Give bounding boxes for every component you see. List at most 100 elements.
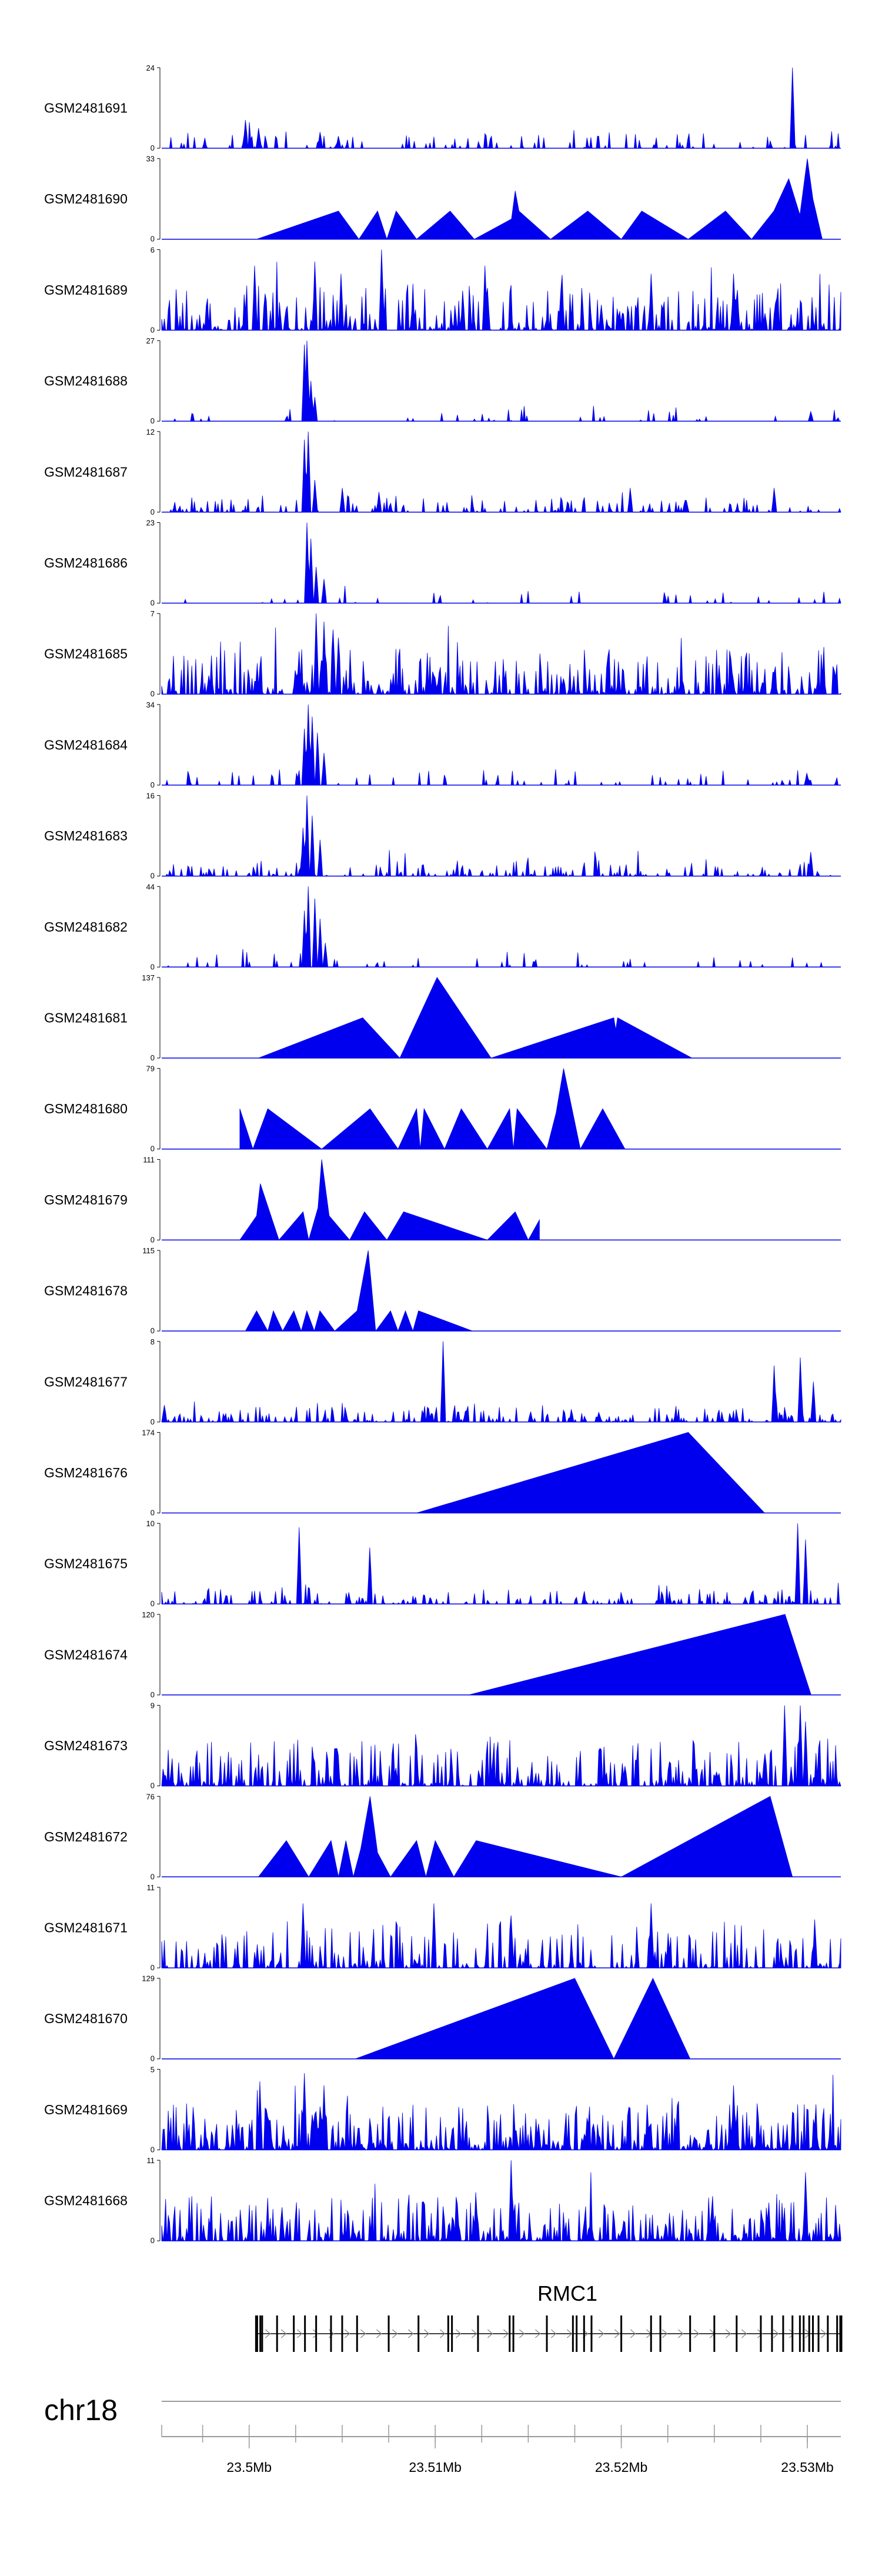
track-label: GSM2481672 — [44, 1829, 128, 1844]
exon — [839, 2315, 843, 2352]
strand-arrow — [280, 2329, 287, 2338]
y-max-label: 16 — [146, 792, 155, 800]
y-min-label: 0 — [151, 1053, 155, 1062]
chromosome-label: chr18 — [44, 2394, 118, 2427]
track-GSM2481673: GSM2481673 9 0 — [44, 1701, 841, 1790]
coverage-area — [162, 795, 841, 877]
track-label: GSM2481689 — [44, 282, 128, 298]
y-max-label: 24 — [146, 64, 155, 72]
x-tick-label: 23.5Mb — [226, 2460, 272, 2475]
exon — [447, 2315, 449, 2352]
exon — [330, 2315, 332, 2352]
strand-arrow — [265, 2329, 271, 2338]
strand-arrow — [471, 2329, 477, 2338]
strand-arrow — [503, 2329, 509, 2338]
y-min-label: 0 — [151, 144, 155, 152]
track-GSM2481670: GSM2481670 129 0 — [44, 1974, 841, 2063]
track-GSM2481682: GSM2481682 44 0 — [44, 882, 841, 971]
y-max-label: 12 — [146, 428, 155, 436]
y-min-label: 0 — [151, 416, 155, 425]
exon — [791, 2315, 794, 2352]
track-GSM2481683: GSM2481683 16 0 — [44, 792, 841, 880]
strand-arrow — [344, 2329, 350, 2338]
coverage-area — [161, 1903, 841, 1969]
exon — [812, 2315, 814, 2352]
coverage-area — [162, 704, 841, 786]
track-label: GSM2481676 — [44, 1465, 128, 1480]
exon — [261, 2315, 263, 2352]
exon — [817, 2315, 820, 2352]
exon — [315, 2315, 318, 2352]
track-label: GSM2481686 — [44, 555, 128, 570]
track-label: GSM2481682 — [44, 919, 128, 935]
track-GSM2481686: GSM2481686 23 0 — [44, 519, 841, 608]
exon — [255, 2315, 258, 2352]
y-max-label: 11 — [147, 1883, 155, 1892]
strand-arrow — [392, 2329, 398, 2338]
coverage-area — [355, 1977, 691, 2060]
track-GSM2481685: GSM2481685 7 0 — [44, 609, 841, 698]
y-min-label: 0 — [151, 1144, 155, 1153]
strand-arrow — [630, 2329, 636, 2338]
strand-arrow — [789, 2329, 795, 2338]
track-label: GSM2481677 — [44, 1374, 128, 1389]
y-min-label: 0 — [151, 235, 155, 243]
strand-arrow — [598, 2329, 604, 2338]
exon — [387, 2315, 390, 2352]
y-max-label: 23 — [146, 519, 155, 528]
coverage-area — [162, 431, 841, 513]
exon — [509, 2315, 511, 2352]
x-tick-label: 23.52Mb — [595, 2460, 648, 2475]
coverage-area — [161, 1705, 841, 1787]
exon — [477, 2315, 479, 2352]
y-min-label: 0 — [151, 1963, 155, 1972]
y-min-label: 0 — [151, 1235, 155, 1244]
coverage-area — [161, 2073, 841, 2151]
strand-arrow — [487, 2329, 493, 2338]
y-min-label: 0 — [151, 1872, 155, 1881]
coverage-area — [162, 886, 841, 968]
track-GSM2481672: GSM2481672 76 0 — [44, 1792, 841, 1881]
strand-arrow — [566, 2329, 573, 2338]
y-max-label: 33 — [146, 155, 155, 163]
y-max-label: 9 — [151, 1701, 155, 1710]
coverage-area — [469, 1614, 811, 1696]
track-GSM2481691: GSM2481691 24 0 — [44, 64, 841, 152]
y-min-label: 0 — [151, 2145, 155, 2154]
exon — [659, 2315, 662, 2352]
track-label: GSM2481688 — [44, 373, 128, 389]
y-min-label: 0 — [151, 508, 155, 516]
coverage-tracks: GSM2481691240GSM2481690330GSM248168960GS… — [44, 64, 841, 2245]
strand-arrow — [550, 2329, 557, 2338]
x-tick-label: 23.53Mb — [781, 2460, 834, 2475]
y-min-label: 0 — [151, 1326, 155, 1335]
track-GSM2481668: GSM2481668 11 0 — [44, 2156, 841, 2245]
track-GSM2481690: GSM2481690 33 0 — [44, 155, 841, 243]
strand-arrow — [376, 2329, 382, 2338]
track-GSM2481689: GSM2481689 6 0 — [44, 245, 841, 334]
track-label: GSM2481680 — [44, 1101, 128, 1116]
strand-arrow — [820, 2329, 827, 2338]
coverage-area — [162, 522, 841, 603]
y-min-label: 0 — [151, 599, 155, 608]
exon — [417, 2315, 420, 2352]
strand-arrow — [455, 2329, 462, 2338]
track-label: GSM2481684 — [44, 737, 128, 752]
track-GSM2481678: GSM2481678 115 0 — [44, 1246, 841, 1335]
exon — [803, 2315, 805, 2352]
coverage-area — [161, 1341, 841, 1423]
exon — [808, 2315, 810, 2352]
coverage-area — [161, 2160, 841, 2242]
y-min-label: 0 — [151, 962, 155, 971]
y-max-label: 11 — [147, 2156, 155, 2165]
strand-arrow — [407, 2329, 414, 2338]
coverage-area — [239, 1068, 626, 1150]
y-min-label: 0 — [151, 2236, 155, 2245]
exon — [713, 2315, 716, 2352]
track-GSM2481688: GSM2481688 27 0 — [44, 336, 841, 425]
strand-arrow — [662, 2329, 668, 2338]
exon — [341, 2315, 343, 2352]
y-max-label: 76 — [146, 1792, 155, 1801]
exon — [736, 2315, 738, 2352]
